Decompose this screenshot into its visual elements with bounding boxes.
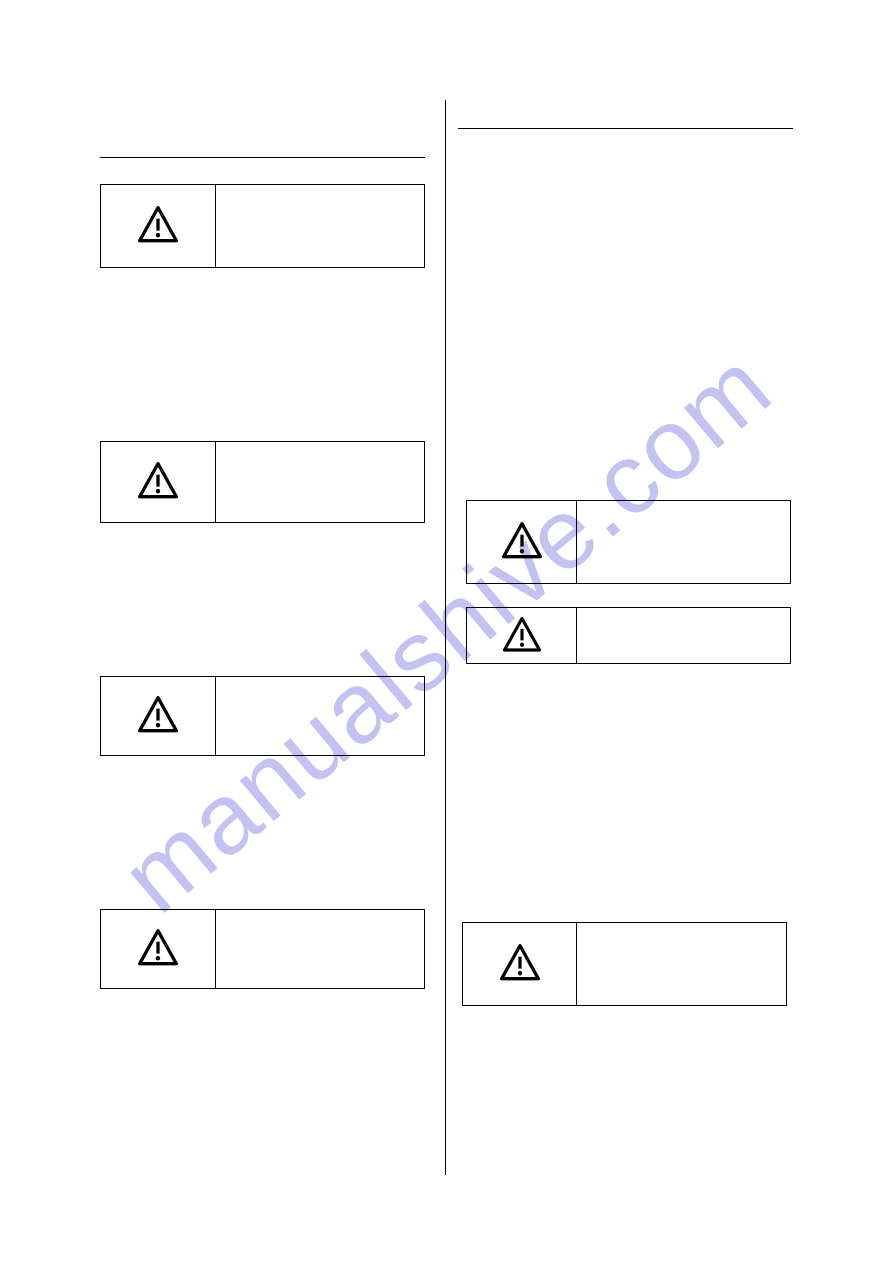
- warning-triangle-icon: [133, 204, 183, 248]
- warning-box-1: [100, 184, 425, 268]
- warning-text-cell: [577, 608, 790, 663]
- warning-box-3: [100, 676, 425, 756]
- warning-icon-cell: [101, 677, 216, 755]
- warning-box-4: [100, 909, 425, 989]
- header-rule-right: [458, 128, 793, 129]
- warning-text-cell: [577, 501, 790, 583]
- page-container: [0, 0, 893, 1263]
- warning-icon-cell: [101, 910, 216, 988]
- warning-box-6: [466, 607, 791, 664]
- warning-icon-cell: [463, 923, 577, 1005]
- warning-icon-cell: [101, 185, 216, 267]
- warning-triangle-icon: [495, 942, 545, 986]
- warning-triangle-icon: [499, 615, 545, 657]
- warning-box-2: [100, 441, 425, 523]
- column-divider: [445, 100, 446, 1175]
- warning-box-5: [466, 500, 791, 584]
- warning-triangle-icon: [133, 927, 183, 971]
- warning-text-cell: [216, 677, 424, 755]
- warning-triangle-icon: [133, 694, 183, 738]
- header-rule-left: [100, 157, 425, 158]
- warning-text-cell: [216, 185, 424, 267]
- warning-box-7: [462, 922, 787, 1006]
- warning-icon-cell: [101, 442, 216, 522]
- warning-text-cell: [577, 923, 786, 1005]
- warning-triangle-icon: [133, 460, 183, 504]
- warning-text-cell: [216, 910, 424, 988]
- warning-icon-cell: [467, 608, 577, 663]
- warning-icon-cell: [467, 501, 577, 583]
- warning-text-cell: [216, 442, 424, 522]
- warning-triangle-icon: [497, 520, 547, 564]
